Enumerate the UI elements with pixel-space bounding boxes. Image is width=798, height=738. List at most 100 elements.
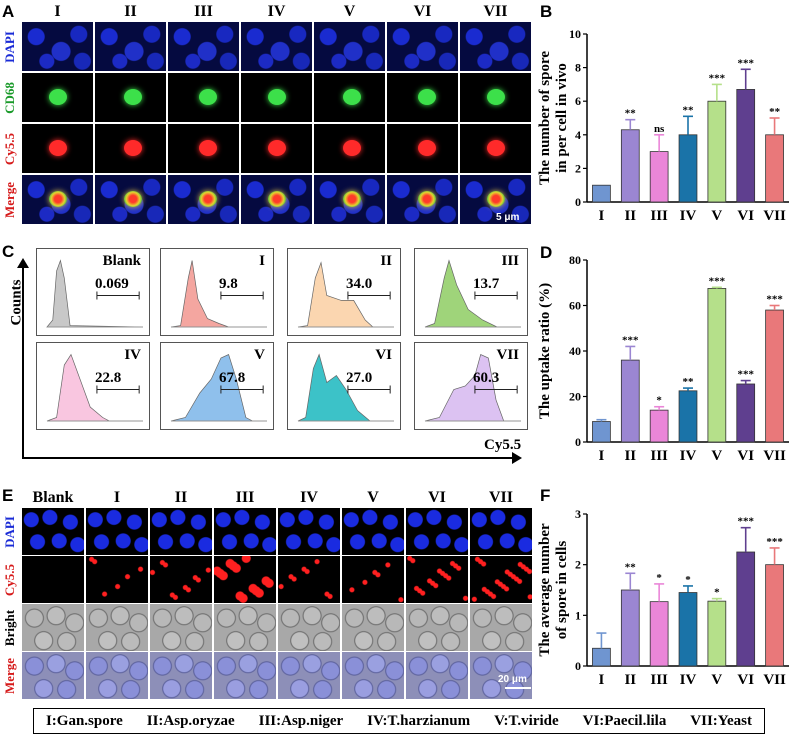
chart-bar xyxy=(736,383,756,443)
panel-f-letter: F xyxy=(540,486,551,505)
fluorescence-tile xyxy=(95,73,166,122)
chart-d: The uptake ratio (%) 0 20 40 60 80 I *** II * III *… xyxy=(537,253,789,464)
fluorescence-tile xyxy=(22,22,93,71)
flow-histogram-title: II xyxy=(380,253,392,269)
chart-bar xyxy=(765,309,784,443)
flow-histogram-title: V xyxy=(254,347,265,363)
chart-bar xyxy=(649,151,669,203)
fluorescence-spot xyxy=(486,88,505,105)
chart-x-tick-label: V xyxy=(711,672,722,688)
fluorescence-spot xyxy=(123,139,142,156)
chart-x-tick-label: VI xyxy=(737,672,754,688)
flow-histogram-title: III xyxy=(501,253,519,269)
panel-e-col-label: VII xyxy=(488,489,513,506)
panel-a-col-label: V xyxy=(343,3,356,20)
fluorescence-spot xyxy=(342,88,361,105)
chart-bar xyxy=(620,359,640,443)
fluorescence-tile xyxy=(387,73,458,122)
microscopy-tile xyxy=(214,604,276,651)
flow-histogram: V 67.8 xyxy=(160,342,274,430)
microscopy-tile xyxy=(406,652,468,699)
microscopy-tile xyxy=(406,556,468,603)
chart-significance-label: ns xyxy=(654,123,665,135)
chart-bar xyxy=(678,134,698,203)
chart-x-tick-label: III xyxy=(650,208,668,224)
chart-significance-label: *** xyxy=(737,57,754,69)
flow-histogram-curve xyxy=(297,261,394,328)
panel-c-y-arrow xyxy=(17,258,29,268)
panel-e-row-label: Cy5.5 xyxy=(0,556,20,603)
flow-histogram: II 34.0 xyxy=(287,248,401,336)
chart-significance-label: *** xyxy=(709,275,726,287)
panel-a-col-label: VII xyxy=(483,3,508,20)
fluorescence-tile xyxy=(95,175,166,224)
fluorescence-tile xyxy=(22,124,93,173)
chart-significance-label: ** xyxy=(625,561,637,573)
chart-significance-label: * xyxy=(656,572,662,584)
fluorescence-tile xyxy=(460,22,531,71)
microscopy-tile xyxy=(214,652,276,699)
fluorescence-tile xyxy=(387,175,458,224)
fluorescence-tile xyxy=(314,175,385,224)
flow-histogram: Blank 0.069 xyxy=(36,248,150,336)
fluorescence-spot xyxy=(48,190,67,207)
fluorescence-tile xyxy=(387,124,458,173)
chart-bar xyxy=(765,134,784,203)
microscopy-tile xyxy=(278,604,340,651)
chart-x-tick-label: II xyxy=(624,448,636,464)
fluorescence-spot xyxy=(267,88,286,105)
flow-histogram-plot xyxy=(170,260,267,328)
panel-e-col-label: VI xyxy=(428,489,446,506)
legend-item: II:Asp.oryzae xyxy=(146,712,235,729)
chart-bar xyxy=(592,421,611,443)
chart-y-tick-label: 4 xyxy=(575,128,581,142)
fluorescence-tile xyxy=(314,22,385,71)
chart-significance-label: *** xyxy=(709,72,726,84)
fluorescence-tile xyxy=(241,73,312,122)
chart-x-tick-label: V xyxy=(711,448,722,464)
flow-histogram-title: IV xyxy=(124,347,141,363)
chart-y-tick-label: 0 xyxy=(575,195,581,209)
flow-histogram-plot xyxy=(424,354,521,422)
fluorescence-tile xyxy=(168,22,239,71)
panel-a-row-label: DAPI xyxy=(0,22,20,71)
chart-significance-label: *** xyxy=(766,536,783,548)
microscopy-tile xyxy=(86,652,148,699)
fluorescence-tile xyxy=(95,22,166,71)
panel-e-col-label: V xyxy=(367,489,379,506)
chart-x-tick-label: V xyxy=(711,208,722,224)
panel-a-col-label: III xyxy=(194,3,213,20)
fluorescence-spot xyxy=(48,139,67,156)
chart-y-tick-label: 1 xyxy=(575,608,581,622)
flow-histogram-plot xyxy=(424,259,521,328)
chart-bar xyxy=(620,129,640,203)
panel-a-row-label-text: Merge xyxy=(2,181,17,218)
chart-significance-label: ** xyxy=(769,106,781,118)
chart-bar xyxy=(649,601,669,667)
microscopy-tile xyxy=(470,508,532,555)
flow-histogram-title: VI xyxy=(375,347,392,363)
panel-b-letter: B xyxy=(540,2,553,21)
chart-y-tick-label: 0 xyxy=(575,435,581,449)
panel-a-row-label: CD68 xyxy=(0,73,20,122)
group-legend: I:Gan.spore II:Asp.oryzae III:Asp.niger IV:… xyxy=(33,708,765,734)
panel-e-col-label: IV xyxy=(300,489,318,506)
chart-significance-label: ** xyxy=(625,108,637,120)
chart-y-label: The uptake ratio (%) xyxy=(537,283,553,419)
flow-histogram-title: I xyxy=(259,253,265,269)
panel-e-letter: E xyxy=(2,486,14,505)
chart-x-tick-label: I xyxy=(599,208,605,224)
flow-histogram-title: VII xyxy=(496,347,519,363)
fluorescence-spot xyxy=(267,139,286,156)
chart-bar xyxy=(707,600,727,667)
flow-histogram-value: 0.069 xyxy=(95,275,129,292)
fluorescence-tile xyxy=(241,22,312,71)
microscopy-tile xyxy=(22,556,84,603)
panel-e-scale-line xyxy=(505,687,531,689)
microscopy-tile xyxy=(406,604,468,651)
flow-histogram-value: 13.7 xyxy=(473,275,500,292)
microscopy-tile xyxy=(22,652,84,699)
panel-a-col-label: VI xyxy=(413,3,432,20)
microscopy-tile xyxy=(278,556,340,603)
legend-item: VII:Yeast xyxy=(690,712,752,729)
